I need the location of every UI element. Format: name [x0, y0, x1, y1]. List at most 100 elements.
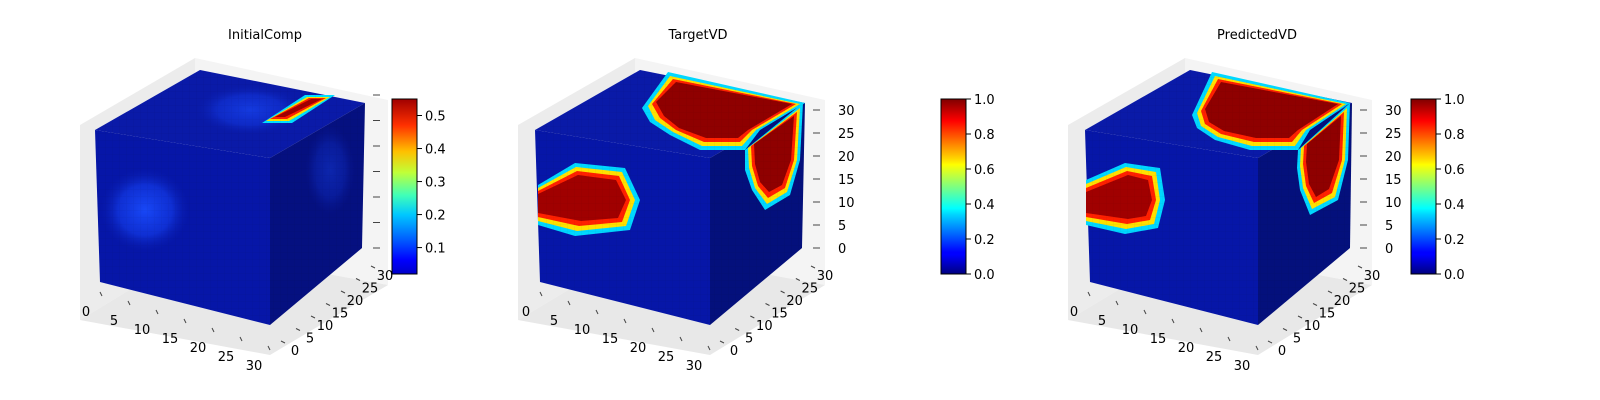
y-tick-label: 25 [362, 282, 379, 297]
z-tick-label: 20 [1385, 150, 1402, 165]
y-tick-mark [780, 290, 785, 294]
colorbar-tick-label: 0.4 [974, 198, 995, 213]
y-tick-label: 5 [306, 332, 314, 347]
colorbar-ticks: 0.0 0.2 0.4 0.6 0.8 1.0 [1436, 93, 1465, 283]
z-tick-label: 20 [838, 150, 855, 165]
y-tick-mark [325, 303, 331, 306]
x-tick-mark [679, 336, 683, 342]
colorbar-tick-label: 1.0 [1444, 93, 1465, 108]
x-tick-mark [595, 309, 599, 315]
x-tick-mark [1171, 318, 1175, 324]
x-tick-mark [1255, 345, 1259, 351]
y-tick-mark [795, 278, 801, 281]
y-tick-mark [1267, 340, 1273, 344]
x-tick-mark [1143, 309, 1147, 315]
x-tick-label: 0 [522, 305, 530, 320]
x-tick-label: 20 [630, 341, 647, 356]
z-tick-label: 30 [1385, 104, 1402, 119]
z-axis-ticks [373, 94, 380, 249]
colorbar-tick-label: 0.2 [1444, 233, 1465, 248]
x-tick-label: 20 [190, 341, 207, 356]
x-tick-label: 0 [1070, 305, 1078, 320]
x-tick-mark [651, 327, 655, 333]
colorbar-gradient [940, 98, 967, 275]
y-tick-mark [1357, 265, 1363, 269]
panel-targetvd: TargetVD [518, 28, 995, 374]
y-tick-mark [1282, 328, 1288, 331]
y-tick-label: 10 [1304, 319, 1321, 334]
x-tick-label: 5 [110, 314, 118, 329]
y-tick-mark [810, 265, 816, 269]
colorbar-tick-label: 1.0 [974, 93, 995, 108]
colorbar: 0.1 0.2 0.3 0.4 0.5 [391, 98, 446, 275]
y-tick-label: 0 [730, 344, 738, 359]
y-tick-label: 5 [1293, 332, 1301, 347]
y-tick-mark [1342, 278, 1348, 281]
y-tick-label: 10 [756, 319, 773, 334]
x-tick-mark [99, 291, 103, 297]
z-tick-label: 10 [838, 196, 855, 211]
z-tick-label: 25 [1385, 127, 1402, 142]
z-tick-label: 25 [838, 127, 855, 142]
y-tick-label: 15 [1319, 307, 1336, 322]
colorbar-ticks: 0.1 0.2 0.3 0.4 0.5 [417, 110, 446, 257]
y-tick-label: 30 [817, 269, 834, 284]
x-tick-mark [267, 345, 271, 351]
x-tick-mark [623, 318, 627, 324]
x-tick-mark [539, 291, 543, 297]
voxel-cube [535, 70, 805, 325]
panel-title: InitialComp [228, 28, 302, 43]
colorbar-tick-label: 0.5 [425, 110, 446, 125]
x-tick-mark [567, 300, 571, 306]
panel-predictedvd: PredictedVD [1068, 28, 1465, 374]
panel-title: PredictedVD [1217, 28, 1297, 43]
colorbar-tick-label: 0.4 [425, 143, 446, 158]
y-tick-label: 10 [317, 319, 334, 334]
x-tick-label: 10 [574, 323, 591, 338]
colorbar-tick-label: 0.0 [1444, 268, 1465, 283]
x-tick-label: 25 [658, 350, 675, 365]
x-tick-label: 5 [550, 314, 558, 329]
y-tick-label: 5 [745, 332, 753, 347]
y-tick-mark [719, 340, 725, 344]
y-tick-mark [1297, 315, 1303, 319]
x-tick-mark [183, 318, 187, 324]
y-tick-mark [765, 303, 770, 306]
y-tick-label: 0 [1278, 344, 1286, 359]
x-tick-mark [707, 345, 711, 351]
y-tick-mark [1327, 290, 1333, 294]
x-tick-label: 5 [1098, 314, 1106, 329]
x-axis-ticks: 0 5 10 15 20 25 30 [82, 291, 271, 374]
y-tick-mark [340, 290, 346, 294]
y-tick-mark [750, 315, 755, 319]
z-tick-label: 30 [838, 104, 855, 119]
x-tick-mark [1115, 300, 1119, 306]
colorbar-ticks: 0.0 0.2 0.4 0.6 0.8 1.0 [966, 93, 995, 283]
y-tick-label: 20 [1334, 294, 1351, 309]
x-tick-label: 15 [602, 332, 619, 347]
y-tick-mark [310, 315, 316, 319]
y-tick-label: 20 [347, 294, 364, 309]
voxel-cube [1085, 70, 1352, 325]
x-tick-label: 10 [1122, 323, 1139, 338]
x-tick-label: 30 [246, 359, 263, 374]
colorbar-tick-label: 0.1 [425, 242, 446, 257]
x-axis-ticks: 0 5 10 15 20 25 30 [1070, 291, 1259, 374]
y-tick-label: 20 [786, 294, 803, 309]
colorbar-tick-label: 0.3 [425, 176, 446, 191]
colorbar: 0.0 0.2 0.4 0.6 0.8 1.0 [940, 93, 995, 283]
z-tick-label: 15 [1385, 173, 1402, 188]
z-axis-ticks: 0 5 10 15 20 25 30 [1360, 104, 1402, 257]
x-tick-label: 15 [162, 332, 179, 347]
z-tick-label: 15 [838, 173, 855, 188]
x-tick-mark [1227, 336, 1231, 342]
colorbar-tick-label: 0.2 [974, 233, 995, 248]
x-tick-label: 10 [134, 323, 151, 338]
x-tick-mark [239, 336, 243, 342]
colorbar-tick-label: 0.8 [1444, 128, 1465, 143]
y-tick-mark [280, 340, 286, 344]
y-tick-label: 30 [1364, 269, 1381, 284]
colorbar-tick-label: 0.6 [1444, 163, 1465, 178]
colorbar-tick-label: 0.2 [425, 209, 446, 224]
